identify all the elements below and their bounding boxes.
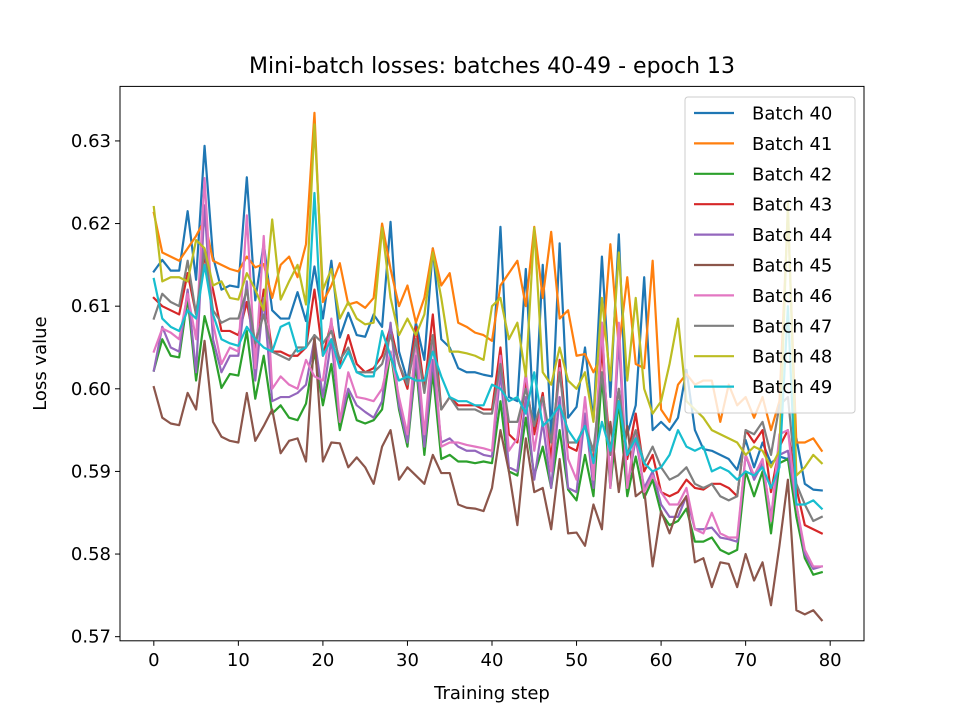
series-line-4	[152, 204, 824, 571]
legend-label: Batch 49	[752, 377, 832, 398]
series-line-5	[152, 334, 824, 622]
series-line-6	[152, 177, 823, 568]
series-line-2	[152, 296, 824, 576]
y-tick-label: 0.62	[71, 214, 111, 235]
y-axis-ticks: 0.57 0.58 0.59 0.60 0.61 0.62 0.63	[71, 131, 120, 648]
legend-label: Batch 48	[752, 347, 832, 368]
x-axis-label: Training step	[433, 683, 550, 704]
legend: Batch 40 Batch 41 Batch 42 Batch 43 Batch 44…	[684, 96, 856, 414]
y-axis-label: Loss value	[30, 316, 51, 410]
x-tick-label: 30	[396, 650, 419, 671]
x-tick-label: 70	[734, 650, 757, 671]
series-line-7	[152, 248, 824, 523]
plot-lines	[152, 111, 824, 622]
x-tick-label: 40	[481, 650, 504, 671]
legend-label: Batch 46	[752, 286, 832, 307]
y-tick-label: 0.63	[71, 131, 111, 152]
legend-label: Batch 44	[752, 225, 832, 246]
x-tick-label: 60	[650, 650, 673, 671]
x-tick-label: 20	[311, 650, 334, 671]
legend-label: Batch 45	[752, 256, 832, 277]
y-tick-label: 0.59	[71, 461, 111, 482]
series-line-9	[152, 191, 824, 511]
x-tick-label: 10	[227, 650, 250, 671]
x-tick-label: 80	[819, 650, 842, 671]
y-tick-label: 0.58	[71, 544, 111, 565]
y-tick-label: 0.57	[71, 627, 111, 648]
x-tick-label: 50	[565, 650, 588, 671]
legend-label: Batch 41	[752, 134, 832, 155]
y-tick-label: 0.61	[71, 296, 111, 317]
series-line-8	[152, 123, 824, 477]
y-tick-label: 0.60	[71, 379, 111, 400]
x-tick-label: 0	[148, 650, 159, 671]
legend-label: Batch 47	[752, 316, 832, 337]
legend-label: Batch 40	[752, 104, 832, 125]
legend-label: Batch 42	[752, 164, 832, 185]
legend-box	[684, 96, 856, 414]
chart-title: Mini-batch losses: batches 40-49 - epoch…	[249, 54, 735, 79]
x-axis-ticks: 0 10 20 30 40 50 60 70 80	[148, 640, 842, 671]
legend-label: Batch 43	[752, 195, 832, 216]
